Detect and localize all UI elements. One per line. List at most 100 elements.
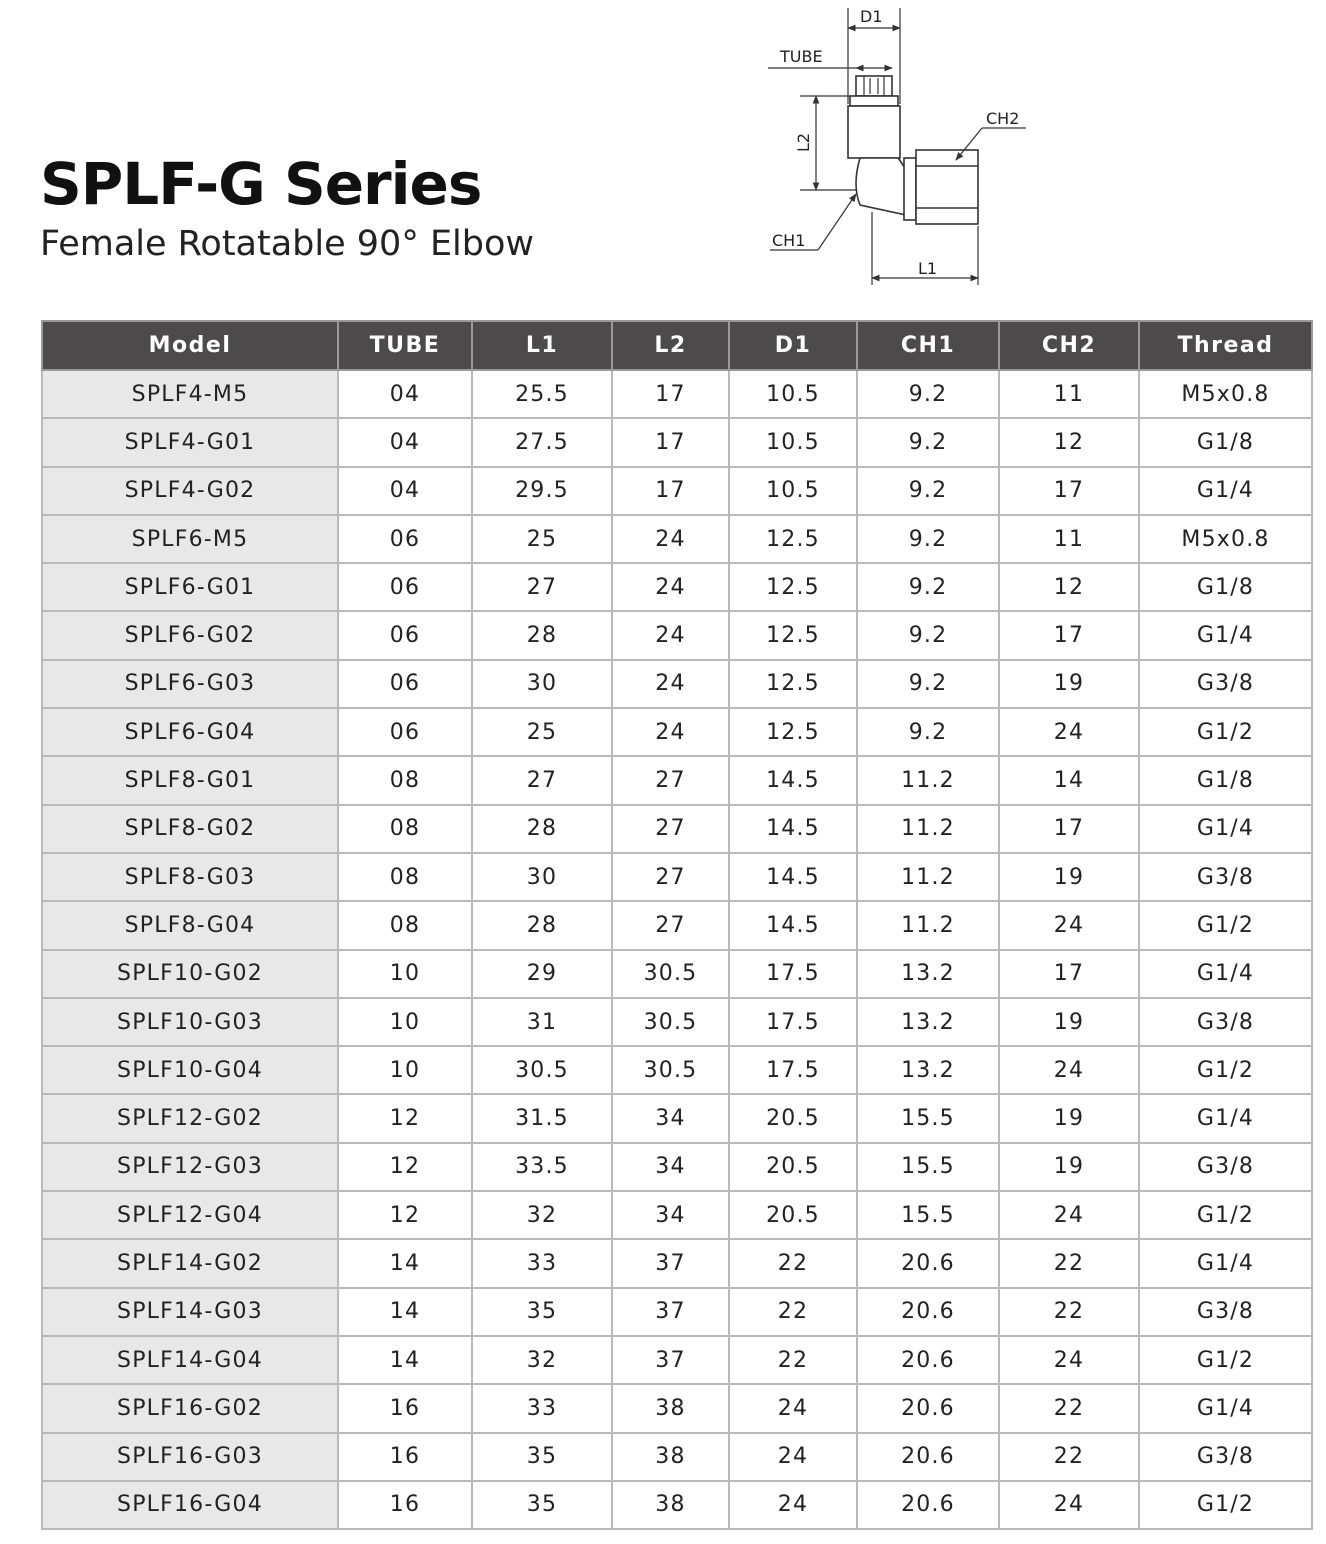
table-cell: 11.2	[856, 851, 1000, 903]
table-cell: 24	[728, 1383, 858, 1434]
table-cell: 06	[337, 562, 473, 613]
table-row: SPLF10-G04 10 30.5 30.5 17.5 13.2 24 G1/2	[41, 1045, 1313, 1096]
table-cell: 22	[728, 1334, 858, 1386]
table-cell: G1/8	[1138, 755, 1313, 806]
d1-label: D1	[860, 7, 883, 26]
table-cell: 32	[471, 1190, 613, 1241]
table-cell: 08	[337, 900, 473, 951]
table-cell: 35	[471, 1479, 613, 1531]
table-cell: G1/2	[1138, 1479, 1313, 1531]
table-cell: 16	[337, 1479, 473, 1531]
table-cell: 13.2	[856, 1045, 1000, 1096]
table-row: SPLF6-G04 06 25 24 12.5 9.2 24 G1/2	[41, 707, 1313, 758]
table-cell: 24	[998, 1045, 1140, 1096]
ch1-label: CH1	[772, 231, 805, 250]
model-cell: SPLF12-G03	[41, 1141, 339, 1193]
dimension-lines	[768, 8, 1026, 285]
table-cell: G1/4	[1138, 803, 1313, 854]
column-header: CH2	[998, 320, 1140, 371]
table-cell: 9.2	[856, 465, 1000, 516]
table-row: SPLF4-M5 04 25.5 17 10.5 9.2 11 M5x0.8	[41, 368, 1313, 420]
table-cell: 25	[471, 513, 613, 565]
table-cell: M5x0.8	[1138, 513, 1313, 565]
table-cell: 15.5	[856, 1141, 1000, 1193]
table-cell: G1/2	[1138, 1045, 1313, 1096]
spec-table: Model TUBE L1 L2 D1 CH1 CH2 Thread SPLF4…	[41, 320, 1313, 1531]
table-cell: 24	[998, 1479, 1140, 1531]
table-cell: 19	[998, 1141, 1140, 1193]
table-cell: 04	[337, 465, 473, 516]
table-cell: 27	[611, 900, 730, 951]
table-cell: 06	[337, 658, 473, 710]
table-cell: 27	[611, 851, 730, 903]
model-cell: SPLF4-G01	[41, 417, 339, 468]
table-cell: G1/2	[1138, 1190, 1313, 1241]
table-cell: 12	[337, 1141, 473, 1193]
table-cell: G3/8	[1138, 996, 1313, 1048]
table-cell: 10	[337, 948, 473, 999]
table-cell: 38	[611, 1479, 730, 1531]
model-cell: SPLF16-G03	[41, 1431, 339, 1482]
model-cell: SPLF8-G04	[41, 900, 339, 951]
table-cell: 17	[998, 948, 1140, 999]
table-cell: 08	[337, 803, 473, 854]
table-cell: 9.2	[856, 562, 1000, 613]
table-cell: 37	[611, 1238, 730, 1289]
table-cell: 37	[611, 1334, 730, 1386]
table-cell: 10.5	[728, 417, 858, 468]
model-cell: SPLF6-G04	[41, 707, 339, 758]
column-header: Model	[41, 320, 339, 371]
table-row: SPLF16-G03 16 35 38 24 20.6 22 G3/8	[41, 1431, 1313, 1482]
table-cell: 27	[611, 803, 730, 854]
model-cell: SPLF6-G02	[41, 610, 339, 661]
table-cell: 17	[611, 368, 730, 420]
table-cell: 20.6	[856, 1431, 1000, 1482]
model-cell: SPLF12-G04	[41, 1190, 339, 1241]
table-cell: 34	[611, 1190, 730, 1241]
table-cell: 14	[998, 755, 1140, 806]
model-cell: SPLF10-G02	[41, 948, 339, 999]
model-cell: SPLF10-G03	[41, 996, 339, 1048]
table-cell: 19	[998, 851, 1140, 903]
table-cell: 12.5	[728, 610, 858, 661]
table-cell: G1/4	[1138, 465, 1313, 516]
table-cell: 22	[998, 1383, 1140, 1434]
table-cell: 14.5	[728, 755, 858, 806]
table-cell: 08	[337, 755, 473, 806]
table-cell: 19	[998, 996, 1140, 1048]
table-cell: 33	[471, 1383, 613, 1434]
table-cell: 20.6	[856, 1334, 1000, 1386]
table-cell: 14	[337, 1334, 473, 1386]
model-cell: SPLF6-G01	[41, 562, 339, 613]
table-cell: G1/2	[1138, 900, 1313, 951]
table-cell: 12	[337, 1190, 473, 1241]
table-cell: 17	[998, 803, 1140, 854]
table-cell: 30.5	[611, 1045, 730, 1096]
table-cell: G1/4	[1138, 610, 1313, 661]
table-cell: 12	[337, 1093, 473, 1144]
table-cell: 12.5	[728, 513, 858, 565]
table-cell: 14.5	[728, 803, 858, 854]
table-row: SPLF6-G03 06 30 24 12.5 9.2 19 G3/8	[41, 658, 1313, 710]
table-cell: 30.5	[611, 996, 730, 1048]
table-cell: 38	[611, 1431, 730, 1482]
column-header: TUBE	[337, 320, 473, 371]
table-cell: 34	[611, 1141, 730, 1193]
table-cell: 34	[611, 1093, 730, 1144]
table-cell: 10.5	[728, 465, 858, 516]
table-cell: 06	[337, 610, 473, 661]
table-row: SPLF10-G03 10 31 30.5 17.5 13.2 19 G3/8	[41, 996, 1313, 1048]
table-cell: 14	[337, 1238, 473, 1289]
model-cell: SPLF6-M5	[41, 513, 339, 565]
table-cell: 35	[471, 1286, 613, 1337]
tube-label: TUBE	[779, 47, 823, 66]
elbow-technical-drawing: D1 TUBE L2 CH2 CH1 L1	[768, 7, 1026, 285]
table-header-row: Model TUBE L1 L2 D1 CH1 CH2 Thread	[41, 320, 1313, 371]
table-cell: 20.5	[728, 1190, 858, 1241]
table-row: SPLF14-G03 14 35 37 22 20.6 22 G3/8	[41, 1286, 1313, 1337]
table-row: SPLF6-M5 06 25 24 12.5 9.2 11 M5x0.8	[41, 513, 1313, 565]
table-cell: G1/2	[1138, 1334, 1313, 1386]
table-cell: 24	[611, 610, 730, 661]
table-cell: 9.2	[856, 707, 1000, 758]
table-cell: 20.5	[728, 1093, 858, 1144]
